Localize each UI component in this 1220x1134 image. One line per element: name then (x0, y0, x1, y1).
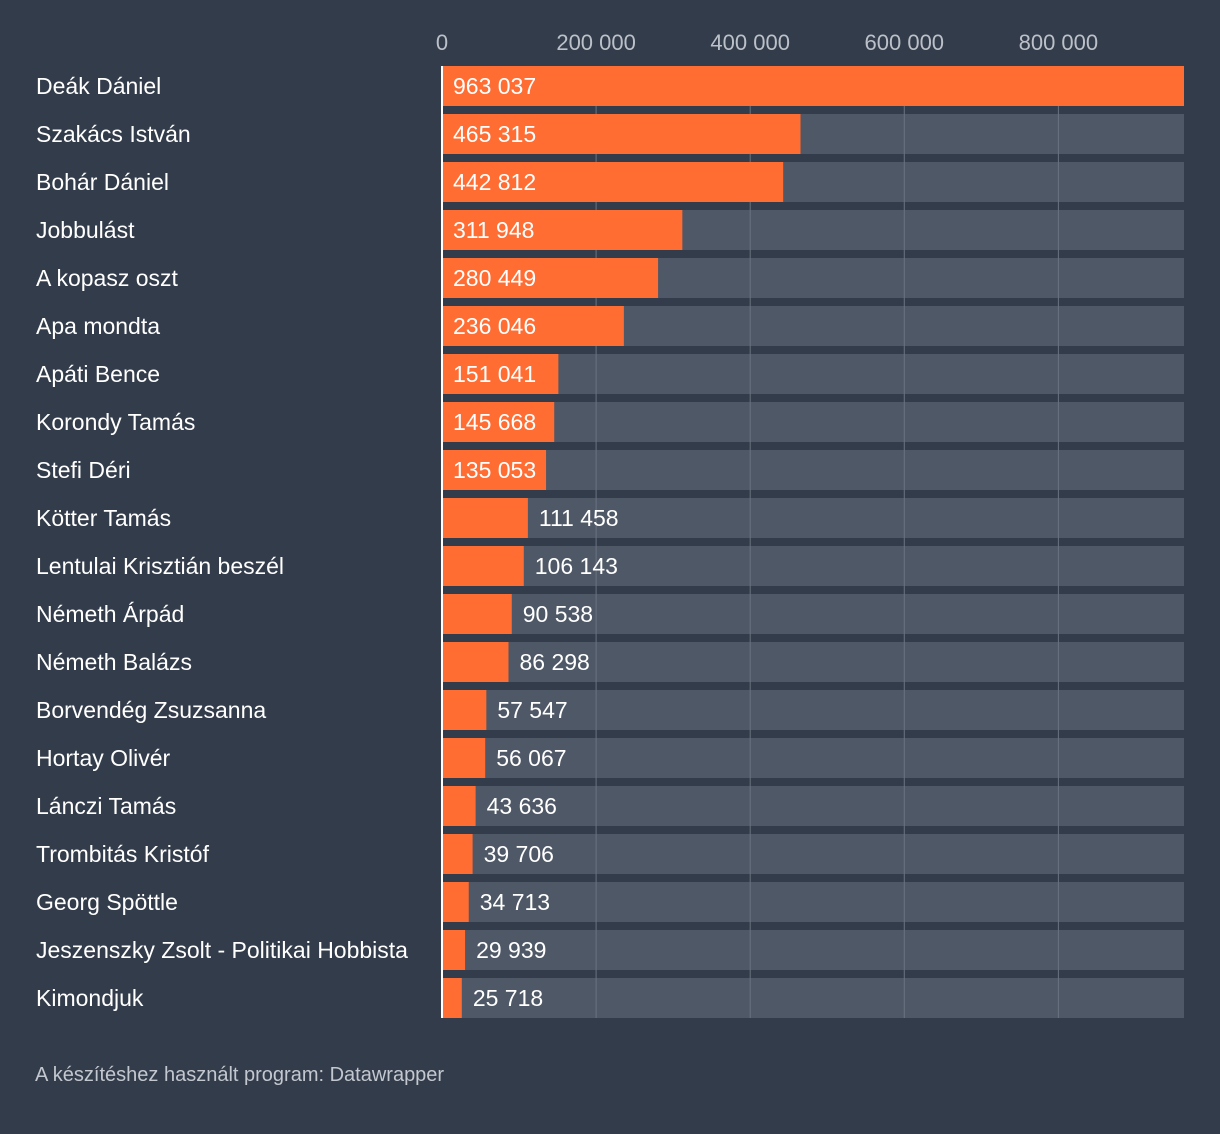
category-label: Trombitás Kristóf (36, 841, 210, 867)
value-label: 43 636 (487, 793, 557, 819)
bar (442, 594, 512, 634)
category-labels: Deák Dániel Szakács István Bohár Dániel Job… (36, 73, 408, 1011)
bar-track (442, 594, 1184, 634)
bar-track (442, 882, 1184, 922)
category-label: Lentulai Krisztián beszél (36, 553, 284, 579)
bar (442, 786, 476, 826)
category-label: Jobbulást (36, 217, 135, 243)
category-label: Hortay Olivér (36, 745, 171, 771)
value-label: 34 713 (480, 889, 550, 915)
bar-track (442, 978, 1184, 1018)
bar (442, 402, 555, 442)
value-label: 151 041 (453, 361, 536, 387)
bar (442, 546, 524, 586)
bar (442, 738, 486, 778)
bar (442, 834, 473, 874)
bar (442, 354, 559, 394)
category-label: Jeszenszky Zsolt - Politikai Hobbista (36, 937, 408, 963)
x-axis-ticks: 0 200 000 400 000 600 000 800 000 (436, 30, 1098, 55)
x-tick-label: 200 000 (556, 30, 636, 55)
bar (442, 690, 487, 730)
value-label: 90 538 (523, 601, 593, 627)
category-label: Szakács István (36, 121, 191, 147)
category-label: Borvendég Zsuzsanna (36, 697, 266, 723)
value-label: 311 948 (453, 217, 534, 243)
bar-track (442, 786, 1184, 826)
bar (442, 978, 462, 1018)
bar-track (442, 642, 1184, 682)
bar (442, 930, 466, 970)
bar-track (442, 546, 1184, 586)
category-label: Kötter Tamás (36, 505, 171, 531)
value-label: 135 053 (453, 457, 536, 483)
bar (442, 66, 1184, 106)
category-label: Németh Árpád (36, 601, 184, 627)
footer-credit: A készítéshez használt program: Datawrap… (35, 1064, 445, 1086)
x-tick-label: 400 000 (710, 30, 790, 55)
bar-track (442, 450, 1184, 490)
value-label: 280 449 (453, 265, 536, 291)
bar (442, 642, 509, 682)
bar (442, 450, 547, 490)
category-label: Korondy Tamás (36, 409, 195, 435)
value-label: 111 458 (539, 505, 619, 531)
category-label: Stefi Déri (36, 457, 131, 483)
gridlines (595, 66, 1059, 1018)
value-label: 86 298 (519, 649, 589, 675)
bar (442, 162, 784, 202)
value-label: 39 706 (484, 841, 554, 867)
bar-track (442, 498, 1184, 538)
value-label: 963 037 (453, 73, 536, 99)
value-labels: 963 037 465 315 442 812 311 948 280 449 236 0… (453, 73, 619, 1011)
x-tick-label: 800 000 (1019, 30, 1099, 55)
category-label: Georg Spöttle (36, 889, 178, 915)
category-label: Bohár Dániel (36, 169, 169, 195)
category-label: Lánczi Tamás (36, 793, 176, 819)
bar (442, 882, 469, 922)
bar-track (442, 834, 1184, 874)
bar-track (442, 354, 1184, 394)
bar (442, 498, 528, 538)
category-label: A kopasz oszt (36, 265, 179, 291)
x-tick-label: 600 000 (865, 30, 945, 55)
value-label: 442 812 (453, 169, 536, 195)
category-label: Apa mondta (36, 313, 160, 339)
bars (442, 66, 1184, 1018)
category-label: Deák Dániel (36, 73, 161, 99)
category-label: Apáti Bence (36, 361, 160, 387)
bar (442, 114, 801, 154)
category-label: Németh Balázs (36, 649, 192, 675)
bar (442, 306, 624, 346)
value-label: 57 547 (497, 697, 567, 723)
value-label: 29 939 (476, 937, 546, 963)
value-label: 25 718 (473, 985, 543, 1011)
value-label: 106 143 (535, 553, 618, 579)
bar-tracks (442, 66, 1184, 1018)
bar-track (442, 738, 1184, 778)
value-label: 145 668 (453, 409, 536, 435)
x-tick-label: 0 (436, 30, 448, 55)
value-label: 465 315 (453, 121, 536, 147)
bar (442, 258, 659, 298)
bar (442, 210, 683, 250)
value-label: 236 046 (453, 313, 536, 339)
bar-track (442, 402, 1184, 442)
category-label: Kimondjuk (36, 985, 144, 1011)
value-label: 56 067 (496, 745, 566, 771)
bar-track (442, 930, 1184, 970)
bar-track (442, 690, 1184, 730)
